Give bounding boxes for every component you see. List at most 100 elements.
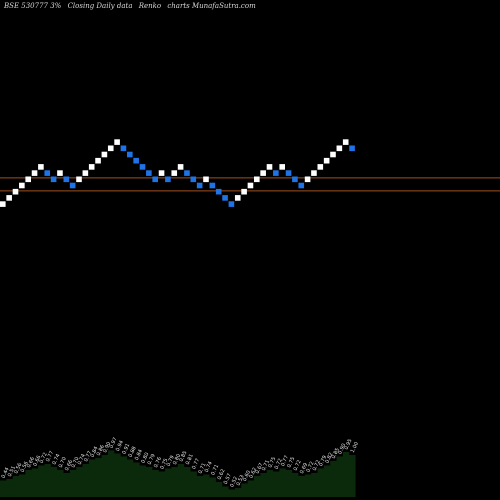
volume-label: 0.52 xyxy=(229,476,239,489)
data-type-label: Closing Daily data xyxy=(67,2,133,10)
renko-brick-down xyxy=(196,182,203,189)
renko-brick-up xyxy=(101,151,108,158)
renko-brick-down xyxy=(63,176,70,183)
volume-label: 0.66 xyxy=(64,459,74,472)
renko-brick-down xyxy=(190,176,197,183)
volume-label: 0.85 xyxy=(178,450,188,463)
volume-label: 0.84 xyxy=(134,449,144,462)
renko-brick-up xyxy=(247,182,254,189)
volume-label: 0.88 xyxy=(128,446,138,459)
renko-brick-down xyxy=(50,176,57,183)
renko-brick-down xyxy=(184,170,190,176)
renko-brick-up xyxy=(317,164,324,170)
renko-brick-down xyxy=(139,164,146,170)
volume-label: 0.77 xyxy=(83,450,93,463)
renko-brick-up xyxy=(114,139,120,145)
renko-brick-up xyxy=(241,188,247,195)
renko-brick-up xyxy=(266,164,273,170)
renko-brick-up xyxy=(38,164,44,170)
volume-label: 0.69 xyxy=(299,462,309,475)
volume-label: 0.75 xyxy=(267,456,277,469)
renko-brick-down xyxy=(222,195,228,201)
volume-label: 0.70 xyxy=(58,456,68,469)
volume-label: 0.62 xyxy=(216,468,226,481)
renko-brick-up xyxy=(19,182,25,189)
volume-area xyxy=(0,450,356,497)
volume-label: 0.71 xyxy=(210,464,220,477)
renko-brick-up xyxy=(330,151,336,158)
volume-label: 0.81 xyxy=(185,453,195,466)
renko-brick-down xyxy=(349,145,355,152)
volume-label: 0.56 xyxy=(20,461,30,474)
renko-brick-down xyxy=(127,151,133,158)
volume-label: 0.85 xyxy=(331,447,341,460)
renko-brick-up xyxy=(31,170,38,176)
renko-brick-down xyxy=(44,170,51,176)
volume-label: 0.77 xyxy=(280,455,290,468)
volume-label: 0.74 xyxy=(204,461,214,474)
site-label: charts MunafaSutra.com xyxy=(167,2,256,10)
renko-brick-up xyxy=(323,157,330,164)
volume-label: 0.91 xyxy=(121,443,131,456)
renko-brick-down xyxy=(209,182,216,189)
volume-label: 0.66 xyxy=(32,455,42,468)
renko-brick-up xyxy=(203,176,209,183)
volume-label: 0.66 xyxy=(26,456,36,469)
volume-label: 0.79 xyxy=(166,455,176,468)
volume-label: 0.77 xyxy=(191,458,201,471)
renko-brick-up xyxy=(171,170,178,176)
chart-kind-label: Renko xyxy=(138,2,162,10)
volume-label: 0.82 xyxy=(324,452,334,465)
volume-label: 0.75 xyxy=(286,456,296,469)
renko-brick-down xyxy=(298,182,305,189)
volume-label: 0.67 xyxy=(255,462,265,475)
volume-label: 0.74 xyxy=(77,453,87,466)
volume-label: 0.84 xyxy=(89,446,99,459)
renko-brick-up xyxy=(234,195,241,201)
renko-brick-up xyxy=(342,139,349,145)
volume-label: 0.77 xyxy=(45,450,55,463)
volume-label: 0.57 xyxy=(223,473,233,486)
renko-brick-up xyxy=(0,201,6,207)
renko-brick-up xyxy=(12,188,19,195)
volume-label: 0.74 xyxy=(51,453,61,466)
renko-brick-up xyxy=(260,170,266,176)
volume-label: 0.71 xyxy=(261,459,271,472)
volume-label: 0.76 xyxy=(153,456,163,469)
renko-brick-up xyxy=(6,195,12,201)
renko-brick-up xyxy=(304,176,311,183)
renko-brick-down xyxy=(69,182,76,189)
renko-brick-down xyxy=(292,176,298,183)
volume-label: 0.72 xyxy=(293,459,303,472)
ticker-label: BSE 530777 3% xyxy=(4,2,62,10)
volume-label: 0.75 xyxy=(159,458,169,471)
volume-label: 0.90 xyxy=(337,443,347,456)
renko-brick-up xyxy=(82,170,89,176)
volume-label: 0.56 xyxy=(13,462,23,475)
renko-brick-down xyxy=(165,176,171,183)
volume-label: 0.60 xyxy=(242,470,252,483)
renko-brick-down xyxy=(146,170,152,176)
renko-brick-up xyxy=(177,164,184,170)
volume-label: 0.86 xyxy=(96,444,106,457)
volume-label: 0.72 xyxy=(274,458,284,471)
renko-brick-up xyxy=(254,176,260,183)
volume-label: 0.62 xyxy=(248,467,258,480)
renko-brick-up xyxy=(88,164,95,170)
volume-label: 0.70 xyxy=(70,456,80,469)
volume-label: 0.44 xyxy=(1,467,11,480)
volume-label: 0.72 xyxy=(305,461,315,474)
renko-brick-up xyxy=(279,164,285,170)
volume-label: 0.90 xyxy=(102,441,112,454)
renko-brick-up xyxy=(76,176,82,183)
volume-label: 0.80 xyxy=(140,452,150,465)
renko-brick-down xyxy=(273,170,279,176)
renko-brick-up xyxy=(158,170,165,176)
renko-brick-up xyxy=(311,170,317,176)
renko-brick-up xyxy=(57,170,63,176)
volume-label: 0.72 xyxy=(312,459,322,472)
renko-brick-down xyxy=(228,201,235,207)
volume-label: 0.51 xyxy=(7,465,17,478)
